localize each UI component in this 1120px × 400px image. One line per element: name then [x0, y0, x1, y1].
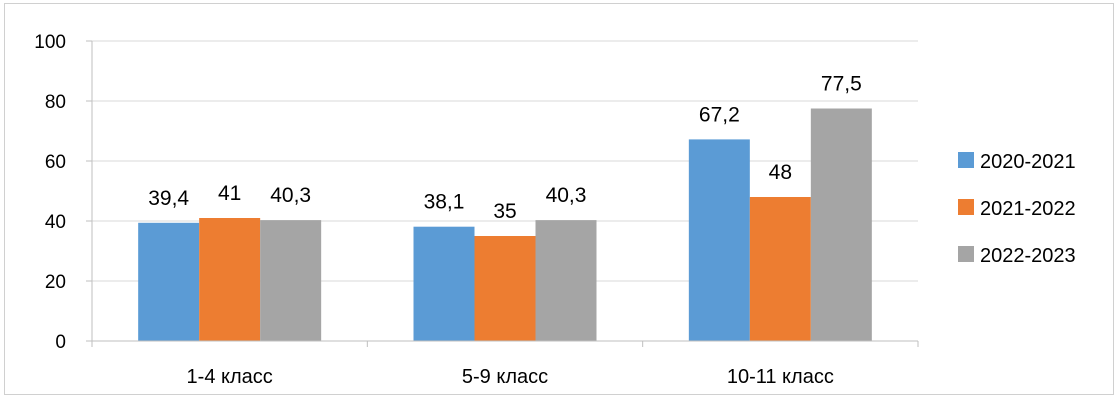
- bar: [260, 220, 322, 341]
- category-labels: 1-4 класс 5-9 класс 10-11 класс: [187, 366, 834, 388]
- bar: [749, 197, 811, 341]
- y-tick-label: 100: [34, 32, 66, 53]
- legend: 2020-2021 2021-2022 2022-2023: [958, 151, 1076, 267]
- data-label: 39,4: [148, 187, 189, 210]
- bar: [138, 222, 200, 341]
- legend-label: 2021-2022: [980, 198, 1076, 220]
- data-label: 38,1: [424, 191, 465, 214]
- bar: [810, 108, 872, 341]
- legend-swatch: [958, 199, 974, 215]
- bar: [688, 139, 750, 341]
- legend-swatch: [958, 152, 974, 168]
- category-label: 5-9 класс: [462, 366, 548, 388]
- data-label: 35: [493, 200, 516, 223]
- bar: [535, 220, 597, 341]
- y-tick-label: 20: [45, 272, 66, 293]
- bar: [199, 218, 261, 341]
- y-tick-label: 40: [45, 212, 66, 233]
- y-axis-ticks: 0 20 40 60 80 100: [34, 32, 93, 353]
- data-label: 40,3: [270, 184, 311, 207]
- bars: [138, 108, 872, 341]
- legend-swatch: [958, 246, 974, 262]
- y-tick-label: 60: [45, 152, 66, 173]
- data-label: 40,3: [546, 184, 587, 207]
- category-label: 1-4 класс: [187, 366, 273, 388]
- bar: [413, 226, 475, 341]
- data-label: 67,2: [699, 103, 740, 126]
- data-label: 41: [218, 182, 241, 205]
- data-labels: 39,4 41 40,3 38,1 35 40,3 67,2 48 77,5: [148, 73, 862, 224]
- legend-label: 2020-2021: [980, 151, 1076, 173]
- bar: [474, 236, 536, 341]
- data-label: 77,5: [821, 73, 862, 96]
- legend-label: 2022-2023: [980, 245, 1076, 267]
- y-tick-label: 0: [55, 332, 66, 353]
- x-axis: [91, 340, 919, 347]
- data-label: 48: [769, 161, 792, 184]
- y-tick-label: 80: [45, 92, 66, 113]
- category-label: 10-11 класс: [727, 366, 834, 388]
